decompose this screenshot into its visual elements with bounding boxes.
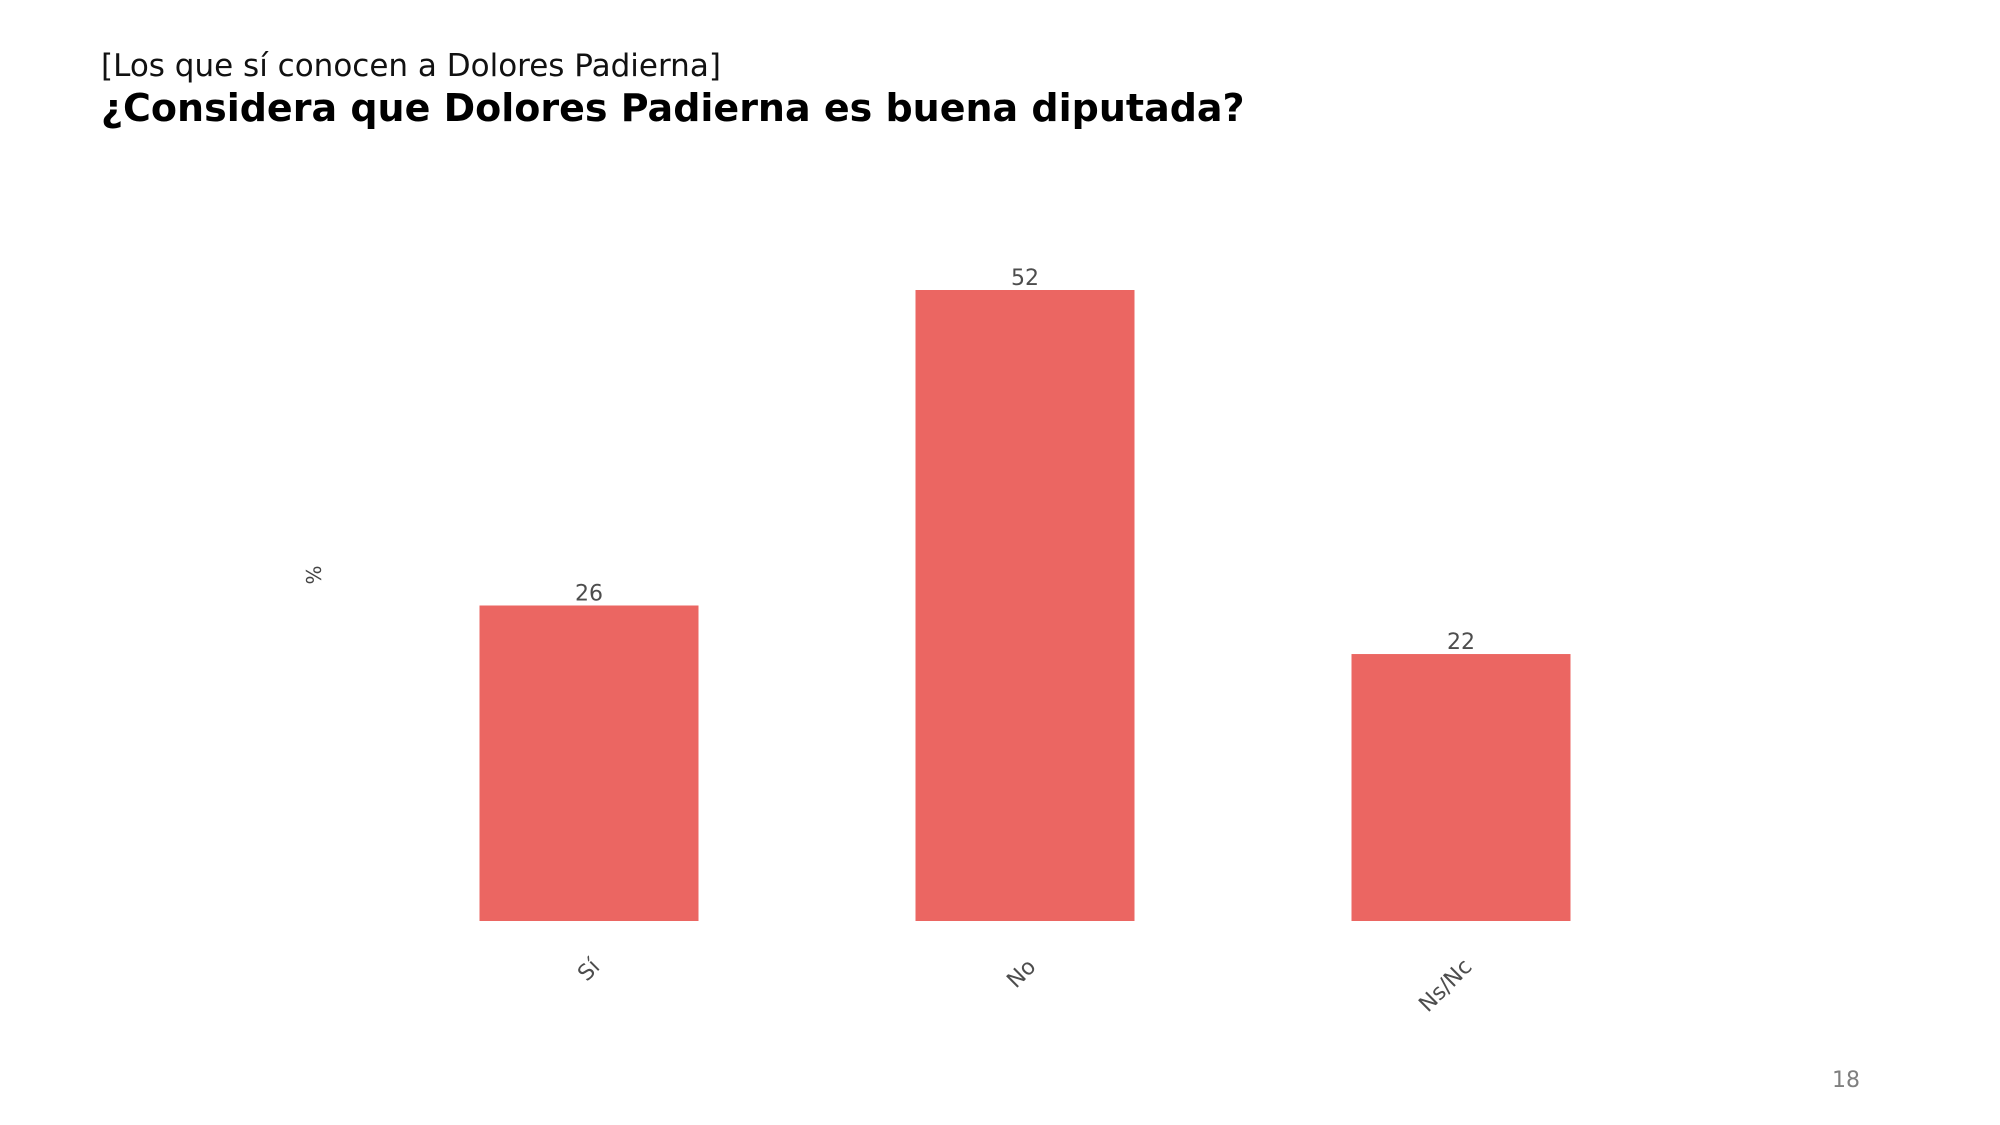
value-label-1: 52 bbox=[1011, 266, 1039, 291]
bars-group bbox=[479, 290, 1571, 921]
y-axis-label: % bbox=[301, 565, 325, 584]
value-label-2: 22 bbox=[1447, 630, 1475, 655]
chart-subtitle: [Los que sí conocen a Dolores Padierna] bbox=[101, 48, 721, 84]
bar-1 bbox=[915, 290, 1135, 921]
page-number: 18 bbox=[1832, 1068, 1860, 1093]
x-tick-label-1: No bbox=[1002, 955, 1041, 994]
value-labels-group: 26 52 22 bbox=[575, 266, 1475, 655]
bar-0 bbox=[479, 605, 699, 921]
x-tick-labels-group: Sí No Ns/Nc bbox=[573, 954, 1477, 1017]
x-tick-label-2: Ns/Nc bbox=[1414, 955, 1477, 1018]
x-tick-label-0: Sí bbox=[573, 954, 606, 987]
chart-title: ¿Considera que Dolores Padierna es buena… bbox=[101, 86, 1245, 130]
bar-2 bbox=[1351, 654, 1571, 921]
value-label-0: 26 bbox=[575, 582, 603, 607]
